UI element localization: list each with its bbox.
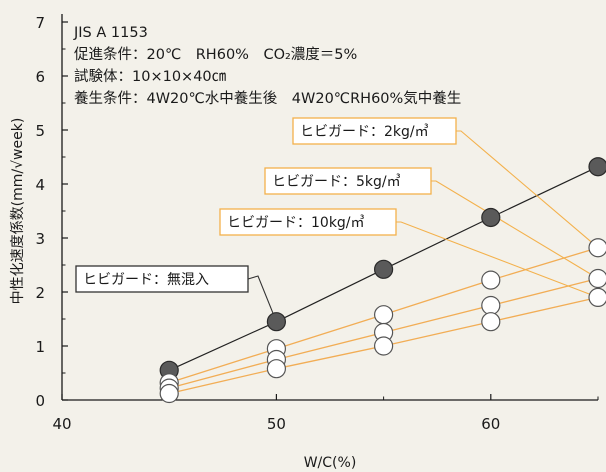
data-point-open xyxy=(481,270,501,290)
condition-line: JIS A 1153 xyxy=(73,25,148,41)
legend-leader xyxy=(431,180,599,279)
y-tick-label: 2 xyxy=(35,284,45,302)
legend-box xyxy=(219,208,397,236)
legend-boxes: ヒビガード：無混入 ヒビガード：2kg/㎥ヒビガード：5kg/㎥ヒビガード：10k… xyxy=(75,117,457,293)
axes: 0 1 2 3 4 5 6 7 40 50 60 xyxy=(35,14,599,433)
data-point-filled xyxy=(588,157,606,177)
legend-label: ヒビガード：5kg/㎥ xyxy=(272,174,401,190)
data-point-open xyxy=(266,359,286,379)
legend-label: ヒビガード：10kg/㎥ xyxy=(227,215,365,231)
legend-leader xyxy=(396,221,599,298)
y-tick-label: 1 xyxy=(35,338,45,356)
condition-line: 試験体：10×10×40㎝ xyxy=(74,68,227,85)
y-tick-label: 7 xyxy=(35,14,45,32)
y-tick-label: 3 xyxy=(35,230,45,248)
x-tick-label: 40 xyxy=(52,415,71,433)
legend-label: ヒビガード：無混入 xyxy=(83,272,209,288)
y-tick-label: 0 xyxy=(35,392,45,410)
data-point-open xyxy=(374,305,394,325)
y-axis-title: 中性化速度係数(mm/√week) xyxy=(10,118,26,305)
test-conditions: JIS A 1153 促進条件：20℃ RH60% CO₂濃度＝5% 試験体：10×… xyxy=(73,25,461,107)
legend-leader xyxy=(456,130,599,249)
y-tick-label: 5 xyxy=(35,122,45,140)
data-point-open xyxy=(588,238,606,258)
condition-line: 促進条件：20℃ RH60% CO₂濃度＝5% xyxy=(74,46,357,63)
data-point-filled xyxy=(374,259,394,279)
data-point-open xyxy=(588,268,606,289)
data-point-filled xyxy=(481,207,501,228)
condition-line: 養生条件：4W20℃水中養生後 4W20℃RH60%気中養生 xyxy=(74,89,461,107)
legend-leader xyxy=(247,275,277,322)
legend-label: ヒビガード：2kg/㎥ xyxy=(300,124,429,140)
data-point-open xyxy=(481,295,501,316)
x-tick-label: 50 xyxy=(267,415,286,433)
y-tick-label: 4 xyxy=(35,176,45,194)
data-markers xyxy=(159,157,606,404)
data-point-filled xyxy=(266,312,286,332)
data-point-open xyxy=(481,312,501,332)
data-point-open xyxy=(374,336,394,356)
legend-box xyxy=(75,265,249,293)
x-tick-label: 60 xyxy=(481,415,500,433)
y-tick-label: 6 xyxy=(35,68,45,86)
data-point-open xyxy=(588,287,606,307)
data-point-open xyxy=(159,383,179,404)
legend-box xyxy=(292,117,457,145)
legend-box xyxy=(264,167,432,195)
x-axis-title: W/C(%) xyxy=(304,455,357,471)
legend-leaders xyxy=(247,130,599,322)
